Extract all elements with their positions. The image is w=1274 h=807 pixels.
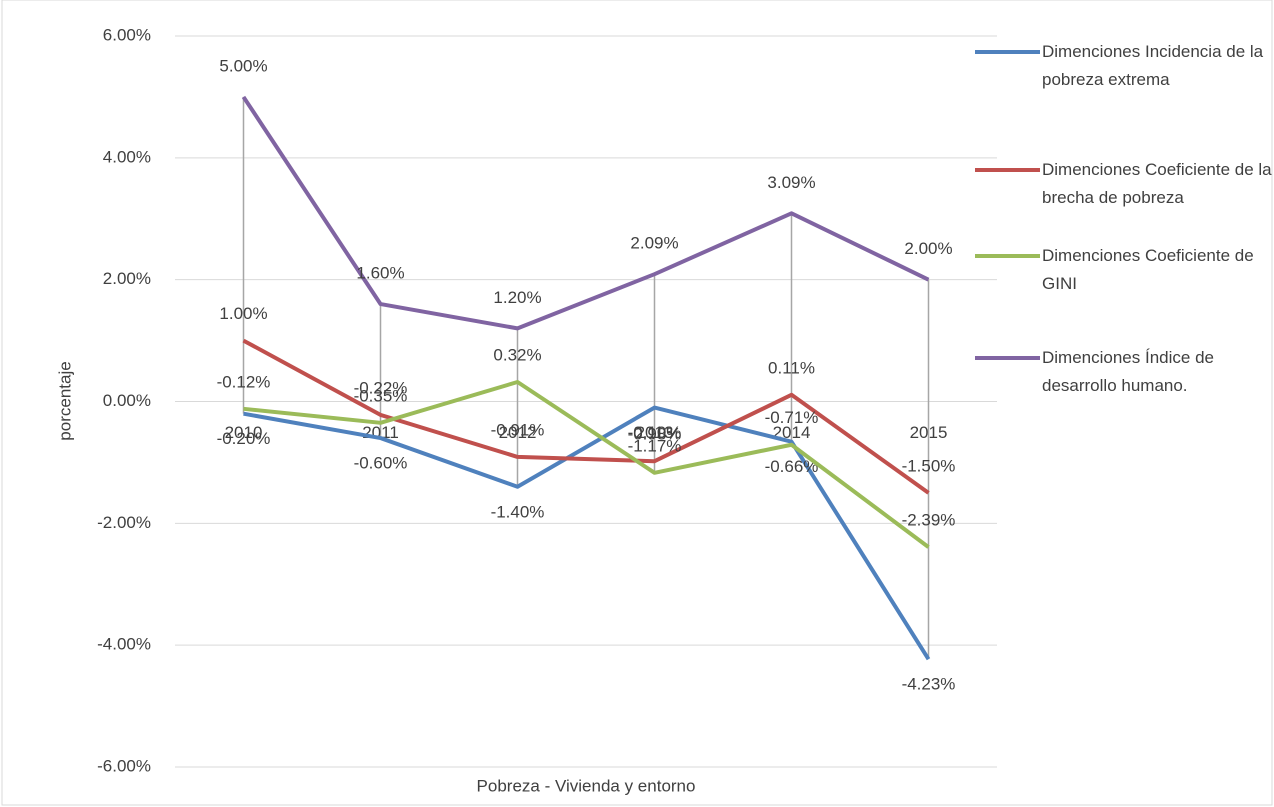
data-label: 2.00% xyxy=(904,239,952,258)
data-label: -0.60% xyxy=(354,454,408,473)
y-tick-label: 2.00% xyxy=(103,269,151,288)
data-label: -0.22% xyxy=(354,378,408,397)
data-label: -2.39% xyxy=(902,511,956,530)
data-label: -0.20% xyxy=(217,429,271,448)
y-axis-title: porcentaje xyxy=(55,361,74,440)
data-label: -0.10% xyxy=(628,423,682,442)
data-label: -1.17% xyxy=(628,436,682,455)
data-label: 1.00% xyxy=(219,304,267,323)
legend-entry: Dimenciones Coeficiente de la brecha de … xyxy=(1042,160,1272,207)
data-label: 3.09% xyxy=(767,173,815,192)
legend-entry: Dimenciones Coeficiente de GINI xyxy=(1042,246,1254,293)
y-tick-label: -6.00% xyxy=(97,756,151,775)
y-tick-label: -4.00% xyxy=(97,635,151,654)
y-tick-label: 4.00% xyxy=(103,147,151,166)
data-label: -0.98% xyxy=(628,425,682,444)
legend-entry: Dimenciones Índice de desarrollo humano. xyxy=(1042,348,1214,395)
x-tick-label: 2012 xyxy=(499,423,537,442)
y-tick-label: 6.00% xyxy=(103,25,151,44)
x-tick-label: 2010 xyxy=(225,423,263,442)
series-line xyxy=(243,380,930,549)
y-tick-label: -2.00% xyxy=(97,513,151,532)
data-label: 5.00% xyxy=(219,56,267,75)
x-axis-title: Pobreza - Vivienda y entorno xyxy=(477,776,696,795)
data-label: -0.35% xyxy=(354,386,408,405)
data-label: 1.20% xyxy=(493,288,541,307)
data-label: -0.66% xyxy=(765,457,819,476)
data-label: -1.40% xyxy=(491,502,545,521)
data-label: 1.60% xyxy=(356,264,404,283)
series-line xyxy=(242,338,930,495)
series-line xyxy=(243,405,931,661)
series-line xyxy=(241,95,930,331)
legend-entry: Dimenciones Incidencia de la pobreza ext… xyxy=(1042,42,1264,89)
x-tick-label: 2015 xyxy=(910,423,948,442)
y-tick-label: 0.00% xyxy=(103,391,151,410)
x-tick-label: 2013 xyxy=(636,423,674,442)
data-label: -4.23% xyxy=(902,675,956,694)
data-label: -0.91% xyxy=(491,420,545,439)
data-label: -0.71% xyxy=(765,408,819,427)
data-label: -1.50% xyxy=(902,456,956,475)
data-label: -0.12% xyxy=(217,372,271,391)
data-label: 2.09% xyxy=(630,234,678,253)
data-label: 0.32% xyxy=(493,345,541,364)
x-tick-label: 2014 xyxy=(773,423,811,442)
data-label: 0.11% xyxy=(768,358,815,377)
